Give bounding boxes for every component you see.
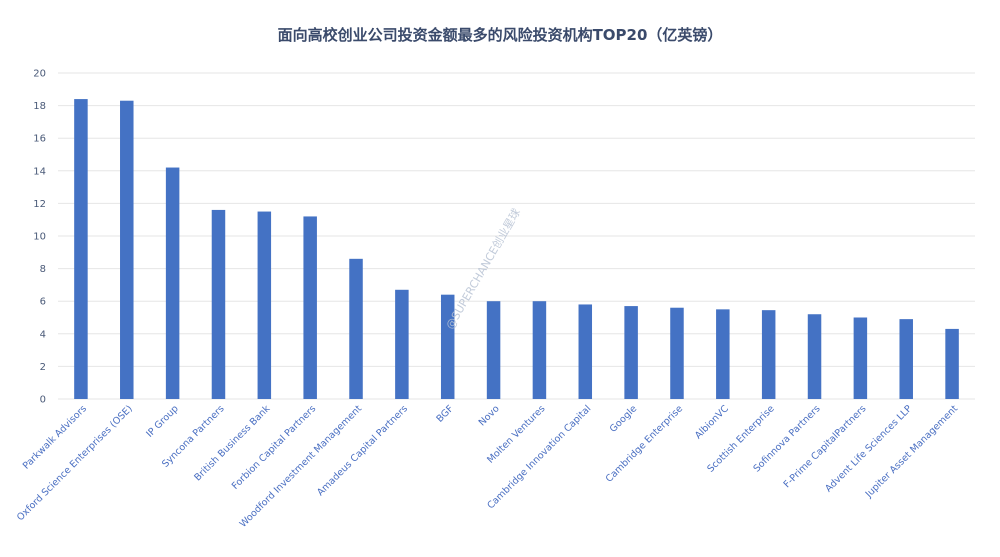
bar [120,100,134,400]
x-tick-label: British Business Bank [192,403,272,483]
bar [74,99,88,399]
bar [624,306,638,399]
bars [74,99,959,400]
y-tick-label: 8 [40,264,46,275]
bar [716,309,730,399]
bar [257,211,272,399]
bar [670,307,684,399]
y-tick-label: 4 [40,329,46,340]
bar [395,289,409,399]
bar [486,301,501,399]
bar [165,167,180,399]
bar [578,304,593,399]
bar [945,328,959,399]
x-tick-label: Forbion Capital Partners [230,403,319,492]
bar [807,314,822,399]
x-tick-label: Jupiter Asset Management [863,403,960,500]
x-tick-label: Cambridge Enterprise [604,403,685,484]
y-axis-ticks: 0 2 4 6 8 10 12 14 16 18 20 [33,69,46,406]
y-tick-label: 20 [33,69,46,80]
x-tick-label: Advent Life Sciences LLP [823,403,914,494]
y-tick-label: 14 [33,166,46,177]
x-tick-label: IP Group [144,403,180,439]
x-tick-label: Google [608,403,640,435]
bar [303,216,317,399]
x-tick-label: AlbionVC [693,403,731,441]
chart-title: 面向高校创业公司投资金额最多的风险投资机构TOP20（亿英镑） [278,26,723,44]
x-tick-label: Cambridge Innovation Capital [485,403,593,511]
x-tick-label: Novo [477,403,502,428]
bar [899,319,913,399]
y-tick-label: 10 [33,232,46,243]
y-tick-label: 6 [40,297,46,308]
bar [853,317,868,399]
bar [440,294,455,399]
y-tick-label: 16 [33,134,46,145]
y-tick-label: 18 [33,101,46,112]
gridlines [58,72,975,400]
y-tick-label: 0 [40,395,46,406]
x-tick-label: BGF [435,403,456,424]
bar [761,310,776,399]
y-tick-label: 12 [33,199,46,210]
y-tick-label: 2 [40,362,46,373]
bar [211,209,226,399]
x-tick-label: F-Prime CapitalPartners [782,403,869,490]
bar [532,301,547,399]
bar [349,258,363,399]
x-tick-label: Amadeus Capital Partners [315,403,410,498]
